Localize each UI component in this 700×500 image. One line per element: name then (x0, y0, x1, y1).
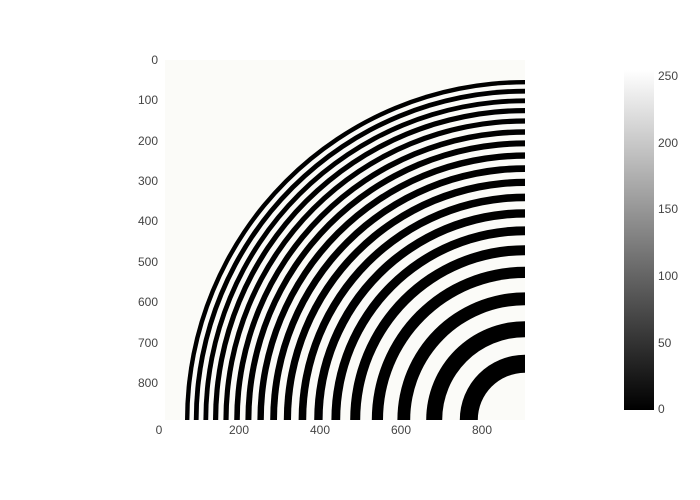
colorbar-tick-label: 50 (658, 336, 672, 350)
y-tick-label: 400 (138, 214, 158, 228)
y-tick-label: 100 (138, 93, 158, 107)
colorbar-tick-label: 200 (658, 136, 678, 150)
x-axis: 0 200 400 600 800 (156, 423, 493, 437)
x-tick-label: 0 (156, 423, 163, 437)
ring-center (477, 372, 525, 420)
y-tick-label: 200 (138, 134, 158, 148)
x-tick-label: 800 (472, 423, 492, 437)
colorbar-tick-label: 250 (658, 69, 678, 83)
x-tick-label: 400 (310, 423, 330, 437)
y-tick-label: 0 (151, 53, 158, 67)
x-tick-label: 200 (229, 423, 249, 437)
ring-group (178, 73, 525, 420)
colorbar: 0 50 100 150 200 250 (624, 69, 678, 416)
colorbar-tick-label: 0 (658, 402, 665, 416)
plot-area[interactable] (165, 60, 700, 500)
y-tick-label: 800 (138, 376, 158, 390)
colorbar-tick-label: 100 (658, 269, 678, 283)
y-tick-label: 500 (138, 255, 158, 269)
y-tick-label: 700 (138, 336, 158, 350)
y-tick-label: 600 (138, 295, 158, 309)
y-axis: 0 100 200 300 400 500 600 700 800 (138, 53, 158, 390)
colorbar-gradient (624, 70, 654, 410)
colorbar-tick-label: 150 (658, 202, 678, 216)
x-tick-label: 600 (391, 423, 411, 437)
y-tick-label: 300 (138, 174, 158, 188)
